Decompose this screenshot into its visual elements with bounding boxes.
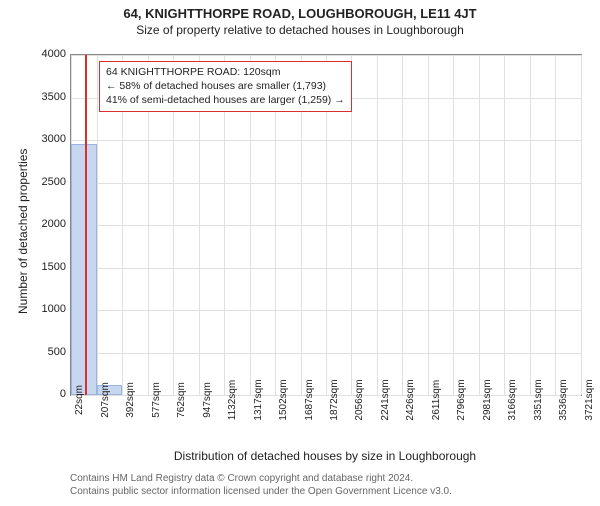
info-box-line: ← 58% of detached houses are smaller (1,…: [106, 79, 345, 93]
property-marker-line: [85, 55, 87, 395]
x-tick-label: 3536sqm: [558, 379, 569, 420]
x-tick-label: 1317sqm: [253, 379, 264, 420]
x-tick-label: 1687sqm: [304, 379, 315, 420]
x-tick-label: 2981sqm: [482, 379, 493, 420]
gridline-v: [402, 55, 403, 395]
y-tick-label: 1000: [30, 303, 66, 315]
gridline-h: [71, 395, 581, 396]
gridline-v: [428, 55, 429, 395]
x-tick-label: 22sqm: [74, 385, 85, 415]
footer-attribution: Contains HM Land Registry data © Crown c…: [70, 472, 452, 498]
x-tick-label: 2611sqm: [431, 380, 442, 420]
info-box-line: 64 KNIGHTTHORPE ROAD: 120sqm: [106, 65, 345, 79]
footer-line-2: Contains public sector information licen…: [70, 485, 452, 498]
gridline-v: [97, 55, 98, 395]
y-tick-label: 2000: [30, 218, 66, 230]
x-tick-label: 207sqm: [100, 382, 111, 418]
x-tick-label: 947sqm: [202, 382, 213, 418]
y-tick-label: 4000: [30, 48, 66, 60]
y-tick-label: 0: [30, 388, 66, 400]
x-tick-label: 3166sqm: [507, 379, 518, 420]
gridline-v: [530, 55, 531, 395]
gridline-v: [581, 55, 582, 395]
y-tick-label: 500: [30, 346, 66, 358]
y-axis-label: Number of detached properties: [16, 149, 30, 314]
y-tick-label: 1500: [30, 261, 66, 273]
y-tick-label: 3500: [30, 91, 66, 103]
x-tick-label: 577sqm: [151, 382, 162, 418]
y-tick-label: 2500: [30, 176, 66, 188]
gridline-v: [504, 55, 505, 395]
x-tick-label: 2056sqm: [354, 379, 365, 420]
x-tick-label: 2426sqm: [405, 379, 416, 420]
x-axis-label: Distribution of detached houses by size …: [70, 449, 580, 463]
info-box: 64 KNIGHTTHORPE ROAD: 120sqm← 58% of det…: [99, 61, 352, 112]
info-box-line: 41% of semi-detached houses are larger (…: [106, 93, 345, 107]
x-tick-label: 392sqm: [125, 382, 136, 418]
x-tick-label: 2241sqm: [380, 379, 391, 420]
gridline-v: [377, 55, 378, 395]
x-tick-label: 2796sqm: [456, 379, 467, 420]
chart-container: 64 KNIGHTTHORPE ROAD: 120sqm← 58% of det…: [0, 6, 600, 506]
x-tick-label: 762sqm: [176, 382, 187, 418]
gridline-v: [555, 55, 556, 395]
gridline-v: [479, 55, 480, 395]
x-tick-label: 1502sqm: [278, 379, 289, 420]
footer-line-1: Contains HM Land Registry data © Crown c…: [70, 472, 452, 485]
x-tick-label: 1132sqm: [227, 380, 238, 420]
plot-area: 64 KNIGHTTHORPE ROAD: 120sqm← 58% of det…: [70, 54, 582, 396]
gridline-v: [453, 55, 454, 395]
x-tick-label: 3351sqm: [533, 379, 544, 420]
x-tick-label: 1872sqm: [329, 379, 340, 420]
y-tick-label: 3000: [30, 133, 66, 145]
x-tick-label: 3721sqm: [584, 379, 595, 420]
